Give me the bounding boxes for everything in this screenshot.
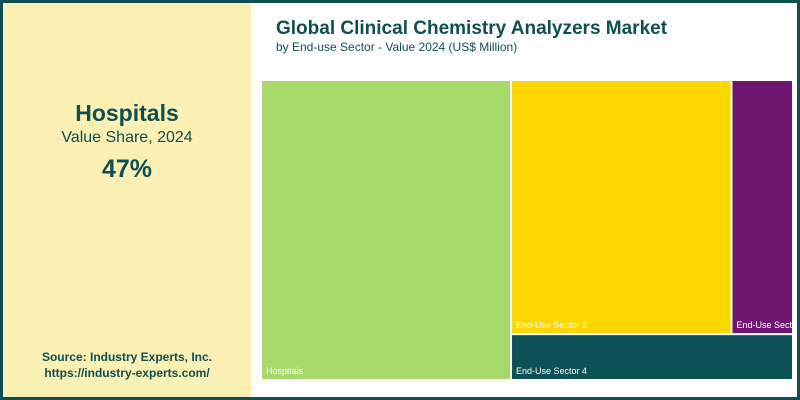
treemap-label-hospitals: Hospitals (266, 366, 304, 376)
treemap-tile-end-use-sector-3[interactable] (732, 81, 792, 334)
chart-subtitle: by End-use Sector - Value 2024 (US$ Mill… (276, 40, 518, 54)
source-credit: Source: Industry Experts, Inc. https://i… (3, 349, 251, 381)
treemap-label-end-use-sector-3: End-Use Sector 3 (736, 320, 793, 330)
treemap-tile-end-use-sector-2[interactable] (512, 81, 731, 334)
highlight-segment-name: Hospitals (75, 100, 179, 126)
source-url[interactable]: https://industry-experts.com/ (44, 366, 210, 380)
treemap-tile-hospitals[interactable] (262, 81, 511, 379)
highlight-subtitle: Value Share, 2024 (61, 129, 193, 146)
treemap-label-end-use-sector-2: End-Use Sector 2 (516, 320, 587, 330)
highlight-panel: Hospitals Value Share, 2024 47% Source: … (3, 3, 251, 397)
highlight-share-value: 47% (101, 155, 153, 183)
source-label: Source: Industry Experts, Inc. (41, 350, 213, 364)
treemap-tile-end-use-sector-4[interactable] (512, 335, 792, 379)
treemap-label-end-use-sector-4: End-Use Sector 4 (516, 366, 587, 376)
highlight-block: Hospitals Value Share, 2024 47% (3, 99, 251, 184)
chart-title: Global Clinical Chemistry Analyzers Mark… (276, 18, 668, 39)
treemap-chart: Hospitals End-Use Sector 2 End-Use Sector … (262, 81, 793, 379)
